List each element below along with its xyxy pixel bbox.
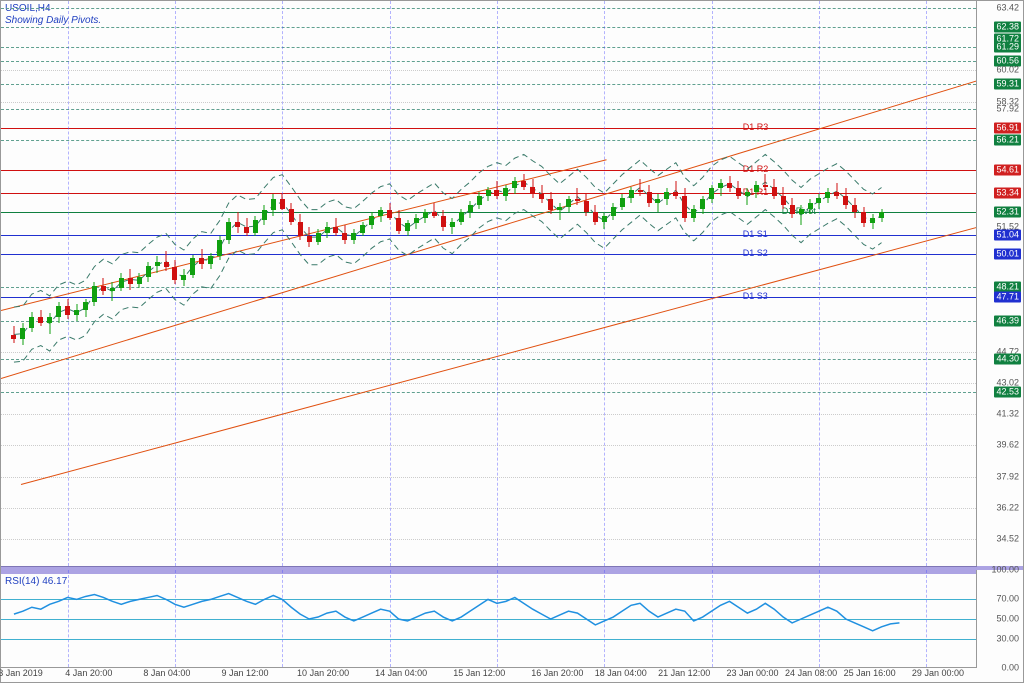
y-axis-label: 56.21 (994, 135, 1021, 146)
x-axis-label: 3 Jan 2019 (0, 668, 43, 678)
y-axis-label: 34.52 (994, 534, 1021, 545)
y-axis-label: 51.04 (994, 230, 1021, 241)
x-axis-label: 9 Jan 12:00 (221, 668, 268, 678)
x-axis-label: 15 Jan 12:00 (453, 668, 505, 678)
y-axis-label: 39.62 (994, 440, 1021, 451)
x-axis-label: 14 Jan 04:00 (375, 668, 427, 678)
y-axis-label: 36.22 (994, 502, 1021, 513)
y-axis-label: 56.91 (994, 122, 1021, 133)
rsi-line (1, 570, 977, 668)
x-axis-label: 24 Jan 08:00 (785, 668, 837, 678)
y-axis-label: 46.39 (994, 315, 1021, 326)
y-axis-label: 41.32 (994, 409, 1021, 420)
y-axis-label: 52.31 (994, 207, 1021, 218)
x-axis-label: 8 Jan 04:00 (143, 668, 190, 678)
y-axis-label: 63.42 (994, 2, 1021, 13)
bands (1, 1, 977, 567)
x-axis: 3 Jan 2019 4 Jan 20:00 8 Jan 04:00 9 Jan 12… (1, 668, 977, 682)
rsi-panel[interactable]: RSI(14) 46.17 (1, 570, 977, 668)
rsi-y-axis: 0.0030.0050.0070.00100.00 (977, 570, 1023, 668)
rsi-y-label: 70.00 (994, 594, 1021, 605)
main-price-chart[interactable]: USOIL,H4 Showing Daily Pivots. D1 R3D1 R… (1, 1, 977, 567)
rsi-y-label: 0.00 (999, 663, 1021, 674)
y-axis-label: 59.31 (994, 78, 1021, 89)
x-axis-label: 10 Jan 20:00 (297, 668, 349, 678)
x-axis-label: 23 Jan 00:00 (726, 668, 778, 678)
x-axis-label: 21 Jan 12:00 (658, 668, 710, 678)
rsi-y-label: 30.00 (994, 633, 1021, 644)
rsi-y-label: 100.00 (989, 565, 1021, 576)
main-y-axis: 63.4262.3861.7261.2960.5660.0259.3158.32… (977, 1, 1023, 567)
x-axis-label: 4 Jan 20:00 (65, 668, 112, 678)
rsi-y-label: 50.00 (994, 614, 1021, 625)
x-axis-label: 16 Jan 20:00 (531, 668, 583, 678)
y-axis-label: 61.29 (994, 42, 1021, 53)
x-axis-label: 25 Jan 16:00 (844, 668, 896, 678)
y-axis-label: 47.71 (994, 291, 1021, 302)
y-axis-label: 60.02 (994, 65, 1021, 76)
x-axis-label: 29 Jan 00:00 (912, 668, 964, 678)
y-axis-label: 42.53 (994, 386, 1021, 397)
y-axis-label: 53.34 (994, 188, 1021, 199)
x-axis-label: 18 Jan 04:00 (595, 668, 647, 678)
y-axis-label: 50.01 (994, 249, 1021, 260)
y-axis-label: 62.38 (994, 22, 1021, 33)
y-axis-label: 54.61 (994, 164, 1021, 175)
y-axis-label: 44.30 (994, 354, 1021, 365)
y-axis-label: 57.92 (994, 104, 1021, 115)
y-axis-label: 37.92 (994, 471, 1021, 482)
